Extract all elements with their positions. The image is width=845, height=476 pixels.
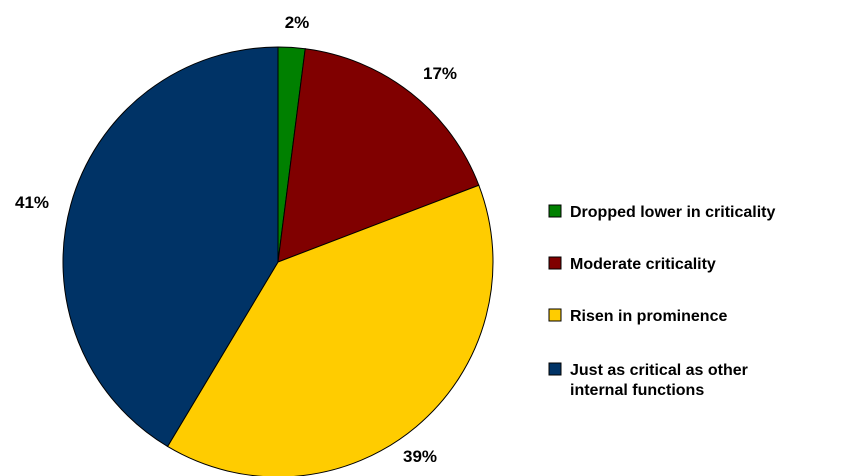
pie-slice-risen-in-prominence [166, 184, 494, 476]
slice-value-label: 41% [15, 193, 49, 212]
slice-value-label: 2% [285, 13, 310, 32]
legend-marker [548, 256, 562, 270]
legend-item-dropped-lower-in-criticality: Dropped lower in criticality [548, 204, 775, 221]
pie-slice-moderate-criticality [277, 48, 480, 263]
legend-label: Just as critical as other [570, 362, 748, 379]
legend-item-risen-in-prominence: Risen in prominence [548, 308, 727, 325]
legend-label: Dropped lower in criticality [570, 204, 775, 221]
legend-marker [548, 362, 562, 376]
legend-item-just-as-critical-as-other-internal-functions: Just as critical as other internal functi… [548, 362, 748, 399]
legend-marker [548, 308, 562, 322]
slice-labels: 2% 17% 39% 41% [15, 13, 457, 466]
legend-label: Risen in prominence [570, 308, 727, 325]
legend-marker [548, 204, 562, 218]
pie-slices [62, 46, 494, 476]
slice-value-label: 17% [423, 64, 457, 83]
legend: Dropped lower in criticality Moderate cri… [548, 204, 775, 399]
legend-item-moderate-criticality: Moderate criticality [548, 256, 716, 273]
legend-label: internal functions [570, 382, 704, 399]
pie-slice-just-as-critical-as-other-internal-functions [62, 46, 279, 448]
legend-label: Moderate criticality [570, 256, 716, 273]
slice-value-label: 39% [403, 447, 437, 466]
